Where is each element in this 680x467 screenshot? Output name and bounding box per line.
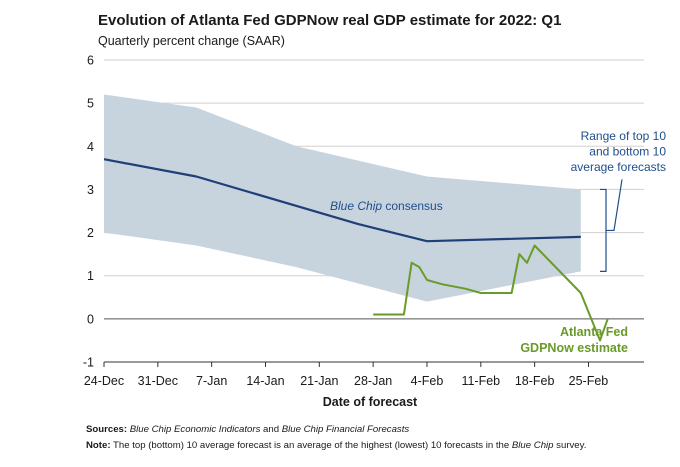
y-tick-label-5: 5 bbox=[87, 97, 94, 111]
sources-note: Sources: Blue Chip Economic Indicators a… bbox=[86, 424, 409, 435]
consensus-line bbox=[103, 158, 581, 243]
x-tick-label-4-Feb: 4-Feb bbox=[411, 374, 444, 388]
gdpnow-label-line-0: Atlanta Fed bbox=[560, 325, 628, 339]
range-label-line-0: Range of top 10 bbox=[581, 129, 667, 143]
y-tick-label-0: 0 bbox=[87, 312, 94, 326]
sources-part1: Blue Chip Economic Indicators bbox=[129, 424, 261, 435]
x-tick-label-11-Feb: 11-Feb bbox=[461, 374, 500, 388]
chart-subtitle: Quarterly percent change (SAAR) bbox=[98, 34, 285, 48]
sources-and: and bbox=[260, 424, 282, 435]
x-axis-title: Date of forecast bbox=[323, 395, 418, 409]
chart-title: Evolution of Atlanta Fed GDPNow real GDP… bbox=[98, 12, 562, 29]
y-tick-label--1: -1 bbox=[83, 356, 94, 370]
gdpnow-line bbox=[373, 244, 609, 342]
footnote: Note: The top (bottom) 10 average foreca… bbox=[86, 440, 586, 451]
x-tick-label-21-Jan: 21-Jan bbox=[300, 374, 338, 388]
annotations: Blue Chip consensus Range of top 10 and bo… bbox=[330, 129, 666, 355]
consensus-label: Blue Chip consensus bbox=[330, 199, 443, 213]
x-tick-label-25-Feb: 25-Feb bbox=[569, 374, 609, 388]
series-layer bbox=[103, 158, 609, 342]
y-tick-label-6: 6 bbox=[87, 54, 94, 68]
x-tick-label-7-Jan: 7-Jan bbox=[196, 374, 227, 388]
range-band-layer bbox=[104, 94, 581, 302]
y-tick-label-2: 2 bbox=[87, 226, 94, 240]
y-tick-label-3: 3 bbox=[87, 183, 94, 197]
note-italic: Blue Chip bbox=[511, 440, 554, 451]
gdpnow-label-line-1: GDPNow estimate bbox=[520, 341, 628, 355]
x-tick-label-24-Dec: 24-Dec bbox=[84, 374, 124, 388]
note-label: Note: bbox=[86, 440, 111, 451]
y-tick-label-4: 4 bbox=[87, 140, 94, 154]
note-end: survey. bbox=[553, 440, 587, 451]
x-tick-label-31-Dec: 31-Dec bbox=[138, 374, 178, 388]
range-label-line-2: average forecasts bbox=[571, 160, 666, 174]
range-label-line-1: and bottom 10 bbox=[589, 145, 666, 159]
sources-part2: Blue Chip Financial Forecasts bbox=[281, 424, 410, 435]
sources-label: Sources: bbox=[86, 424, 128, 435]
x-tick-label-14-Jan: 14-Jan bbox=[246, 374, 284, 388]
axes: -1 0 1 2 3 4 5 6 24-Dec 31-Dec 7-Jan 14-Jan 21-Jan 28… bbox=[83, 54, 644, 409]
range-bracket-leader bbox=[606, 179, 623, 232]
y-tick-label-1: 1 bbox=[87, 269, 94, 283]
range-band bbox=[104, 94, 581, 302]
x-tick-label-28-Jan: 28-Jan bbox=[354, 374, 392, 388]
range-bracket bbox=[600, 188, 607, 272]
x-tick-label-18-Feb: 18-Feb bbox=[515, 374, 555, 388]
note-text: The top (bottom) 10 average forecast is … bbox=[110, 440, 512, 451]
